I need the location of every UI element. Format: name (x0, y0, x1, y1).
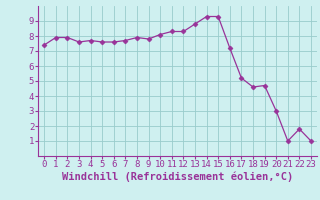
X-axis label: Windchill (Refroidissement éolien,°C): Windchill (Refroidissement éolien,°C) (62, 172, 293, 182)
